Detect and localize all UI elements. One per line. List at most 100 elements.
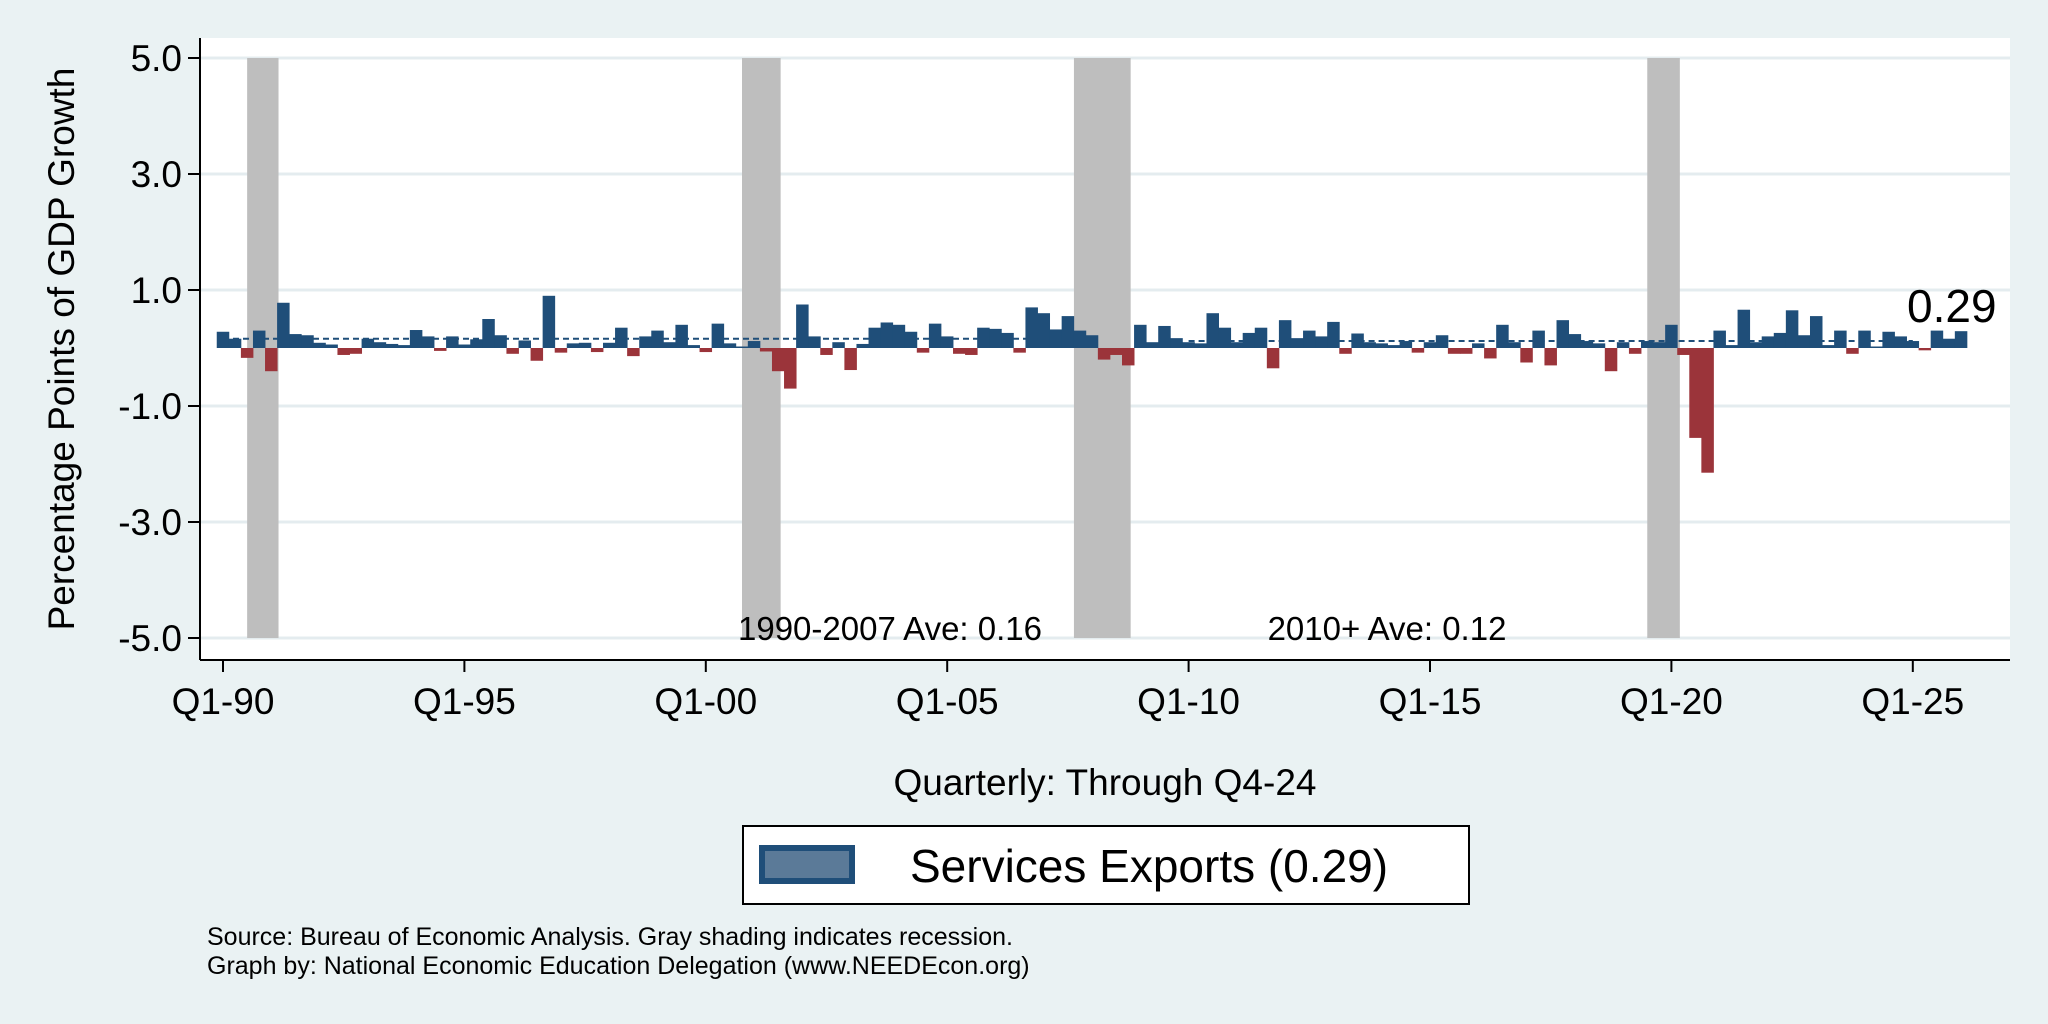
bar <box>252 330 266 348</box>
bar <box>301 335 314 348</box>
bar <box>1206 313 1219 348</box>
bar <box>361 338 375 348</box>
bar <box>1906 341 1920 348</box>
bar <box>615 327 628 348</box>
x-tick-label: Q1-95 <box>413 681 516 722</box>
bar <box>1701 348 1714 473</box>
bar <box>1013 348 1026 353</box>
bar <box>965 348 978 355</box>
bar <box>1677 348 1690 355</box>
bar <box>928 323 942 348</box>
bar <box>1508 342 1521 348</box>
x-tick-label: Q1-20 <box>1620 681 1723 722</box>
bar <box>953 348 966 354</box>
bar <box>518 340 531 348</box>
bar <box>1001 332 1014 348</box>
bar <box>820 348 833 355</box>
bar <box>494 335 507 348</box>
bar <box>1544 348 1557 366</box>
legend: Services Exports (0.29) <box>742 825 1470 905</box>
bar <box>1218 327 1232 348</box>
bar <box>675 324 688 348</box>
bar <box>1290 338 1304 348</box>
bar <box>1942 338 1956 348</box>
bar <box>796 304 809 348</box>
bar <box>916 348 930 353</box>
bar <box>1882 331 1895 348</box>
bar <box>663 342 676 348</box>
bar <box>832 342 845 348</box>
bar <box>977 327 990 348</box>
bar <box>1266 348 1280 369</box>
bar <box>1085 335 1099 348</box>
bar <box>1641 341 1654 348</box>
x-tick-label: Q1-25 <box>1861 681 1964 722</box>
bar <box>1303 330 1316 348</box>
bar <box>1822 345 1835 348</box>
bar <box>1484 348 1497 359</box>
bar <box>868 327 882 348</box>
bar <box>892 324 906 348</box>
bar <box>784 348 797 389</box>
bar <box>1182 342 1195 348</box>
bar <box>1109 348 1123 355</box>
bar <box>1170 338 1183 348</box>
legend-box <box>742 825 1470 905</box>
bar <box>1278 320 1292 348</box>
bar <box>1025 307 1038 348</box>
bar <box>228 338 242 348</box>
bar <box>771 348 785 372</box>
bar <box>627 348 640 357</box>
bar <box>1568 334 1582 348</box>
y-tick-label: 3.0 <box>131 154 182 195</box>
y-axis: 5.0 3.0 1.0 -1.0 -3.0 -5.0 <box>118 38 201 660</box>
bar <box>1327 321 1340 348</box>
average-labels: 1990-2007 Ave: 0.16 2010+ Ave: 0.12 <box>738 610 1506 647</box>
bar <box>1375 343 1388 348</box>
bar <box>554 348 568 353</box>
bar <box>1713 330 1726 348</box>
bar <box>458 344 471 348</box>
bar <box>434 348 447 351</box>
bar <box>446 336 459 348</box>
source-note: Source: Bureau of Economic Analysis. Gra… <box>207 923 1013 951</box>
bar <box>1592 343 1606 348</box>
bar <box>1834 330 1847 348</box>
bar <box>1447 348 1461 354</box>
bar <box>1773 332 1787 348</box>
x-tick-label: Q1-90 <box>172 681 275 722</box>
credit-note: Graph by: National Economic Education De… <box>207 952 1030 980</box>
bar <box>856 343 869 348</box>
bar <box>735 346 749 348</box>
bar <box>1894 336 1907 348</box>
bar <box>602 342 616 348</box>
bar <box>880 322 894 348</box>
bar <box>711 323 725 348</box>
bar <box>1351 333 1364 348</box>
bar <box>1858 330 1871 348</box>
bar <box>349 348 363 354</box>
bar <box>216 331 230 348</box>
average-label-2010: 2010+ Ave: 0.12 <box>1268 610 1507 647</box>
bar <box>277 302 290 348</box>
bar <box>940 336 954 348</box>
legend-label: Services Exports (0.29) <box>910 840 1388 892</box>
bar <box>1254 327 1268 348</box>
bar <box>1761 336 1775 348</box>
bar <box>1653 342 1666 348</box>
bar <box>397 345 411 348</box>
bar <box>1242 332 1256 348</box>
bar <box>542 295 556 348</box>
bar <box>1158 325 1171 348</box>
bar <box>1411 348 1425 353</box>
bar <box>470 339 483 348</box>
bar <box>409 330 423 348</box>
bar <box>687 345 700 348</box>
bar <box>639 336 652 348</box>
bar <box>1230 342 1244 348</box>
x-axis-label: Quarterly: Through Q4-24 <box>894 762 1317 803</box>
bar <box>1628 348 1642 354</box>
bar <box>1134 324 1147 348</box>
x-tick-label: Q1-10 <box>1137 681 1240 722</box>
bar <box>1073 330 1087 348</box>
